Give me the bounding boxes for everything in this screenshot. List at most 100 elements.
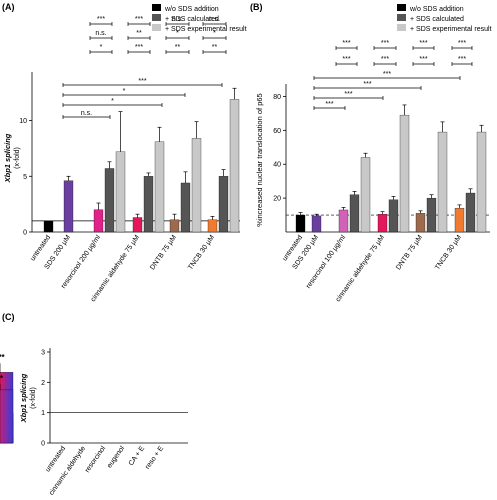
significance-label: *** (342, 40, 350, 47)
significance-label: *** (342, 56, 350, 63)
bar (143, 176, 154, 233)
bar (311, 215, 322, 233)
significance-label: n.s. (209, 16, 220, 23)
significance-label: *** (381, 56, 389, 63)
significance-label: * (213, 30, 216, 37)
bar (218, 176, 229, 233)
y-tick-label: 0 (23, 230, 27, 237)
y-tick-label: 5 (23, 174, 27, 181)
bar (338, 209, 349, 233)
bar (180, 182, 191, 233)
significance-label: *** (458, 40, 466, 47)
bar (154, 141, 165, 233)
bar (377, 214, 388, 233)
category-label: DNTB 75 µM (149, 234, 178, 271)
y-tick-label: 1 (41, 410, 45, 417)
significance-label: *** (419, 40, 427, 47)
bar (476, 131, 487, 233)
legend-swatch (152, 4, 161, 11)
bar (93, 209, 104, 233)
significance-label: *** (381, 40, 389, 47)
bar (207, 219, 218, 233)
legend-swatch (152, 14, 161, 21)
significance-label: *** (97, 16, 105, 23)
bar (169, 219, 180, 233)
y-tick-label: 0 (41, 441, 45, 448)
significance-label: *** (325, 101, 333, 108)
panel-label-a: (A) (2, 2, 15, 12)
y-tick-label: 80 (273, 94, 281, 101)
bar (388, 199, 399, 233)
category-label: TNCB 30 µM (434, 234, 463, 271)
y-axis-label: %increased nuclear translocation of p65 (255, 93, 264, 226)
significance-label: *** (135, 16, 143, 23)
y-tick-label: 60 (273, 128, 281, 135)
bar (191, 138, 202, 233)
bar (63, 180, 74, 233)
panel-label-b: (B) (250, 2, 263, 12)
legend-swatch (397, 4, 406, 11)
significance-label: *** (363, 81, 371, 88)
significance-label: *** (458, 56, 466, 63)
y-axis-label: Xbp1 splicing (3, 133, 12, 183)
category-label: CA + E (128, 445, 147, 467)
legend-swatch (152, 24, 161, 31)
y-axis-unit: (x-fold) (30, 387, 37, 409)
bar (43, 220, 54, 233)
y-tick-label: 10 (19, 118, 27, 125)
bar (399, 114, 410, 233)
bar (0, 389, 14, 444)
category-label: TNCB 30 µM (187, 234, 216, 271)
bar (360, 157, 371, 233)
legend-label: + SDS calculated (410, 16, 464, 23)
bar (295, 214, 306, 233)
significance-label: *** (419, 56, 427, 63)
legend-label: + SDS calculated (165, 16, 219, 23)
significance-label: ** (136, 30, 142, 37)
significance-label: *** (344, 91, 352, 98)
panel-label-c: (C) (2, 312, 15, 322)
significance-mark: *** (0, 353, 6, 362)
bar (132, 217, 143, 233)
bar (349, 194, 360, 233)
significance-label: ** (212, 44, 218, 51)
legend-label: + SDS experimental result (410, 26, 492, 33)
legend-swatch (397, 24, 406, 31)
significance-label: n.s. (81, 110, 92, 117)
significance-label: * (111, 98, 114, 105)
significance-label: n.s. (172, 16, 183, 23)
significance-label: *** (138, 78, 146, 85)
y-tick-label: 2 (41, 380, 45, 387)
bar (426, 197, 437, 233)
bar (454, 208, 465, 233)
significance-label: * (123, 88, 126, 95)
y-tick-label: 20 (273, 196, 281, 203)
bar (465, 192, 476, 233)
bar (104, 168, 115, 233)
category-label: reso + E (144, 445, 165, 471)
y-axis-unit: (x-fold) (14, 147, 21, 169)
significance-label: n.s. (95, 30, 106, 37)
y-axis-label: Xbp1 splicing (19, 373, 28, 423)
legend-label: + SDS experimental result (165, 26, 247, 33)
bar (229, 99, 240, 233)
legend-label: w/o SDS addition (164, 6, 219, 13)
category-label: cinnamic aldehyde (48, 445, 87, 497)
significance-mark: ** (0, 374, 4, 383)
y-tick-label: 3 (41, 350, 45, 357)
category-label: eugenol (106, 445, 126, 470)
significance-label: * (176, 30, 179, 37)
significance-label: ** (175, 44, 181, 51)
legend-label: w/o SDS addition (409, 6, 464, 13)
y-tick-label: 40 (273, 162, 281, 169)
significance-label: * (100, 44, 103, 51)
bar (115, 151, 126, 233)
category-label: DNTB 75 µM (395, 234, 424, 271)
legend-swatch (397, 14, 406, 21)
significance-label: *** (135, 44, 143, 51)
category-label: resorcinol (84, 445, 107, 474)
